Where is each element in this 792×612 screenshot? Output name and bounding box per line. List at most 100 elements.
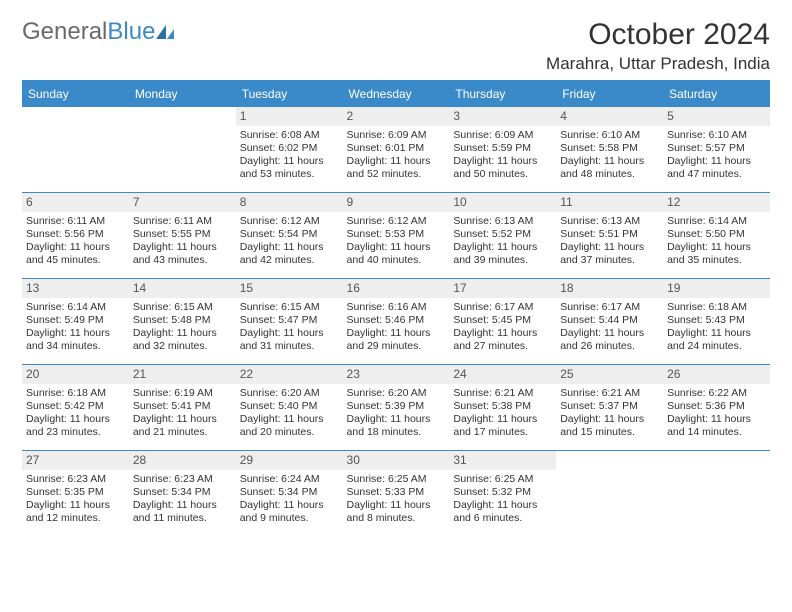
day-number: 31	[449, 451, 556, 470]
day-number: 8	[236, 193, 343, 212]
day-cell: 4 Sunrise: 6:10 AMSunset: 5:58 PMDaylight…	[556, 107, 663, 193]
logo-text-general: General	[22, 18, 107, 46]
daylight-text: Daylight: 11 hours	[560, 155, 659, 168]
day-cell: 1Sunrise: 6:08 AMSunset: 6:02 PMDaylight…	[236, 107, 343, 193]
sunset-text: Sunset: 5:36 PM	[667, 400, 766, 413]
day-number: 18	[556, 279, 663, 298]
daylight-text: and 39 minutes.	[453, 254, 552, 267]
day-header-row: Sunday Monday Tuesday Wednesday Thursday…	[22, 81, 770, 107]
sunset-text: Sunset: 5:40 PM	[240, 400, 339, 413]
daylight-text: and 17 minutes.	[453, 426, 552, 439]
sunset-text: Sunset: 5:51 PM	[560, 228, 659, 241]
sunset-text: Sunset: 5:37 PM	[560, 400, 659, 413]
day-number: 24	[449, 365, 556, 384]
title-block: October 2024 Marahra, Uttar Pradesh, Ind…	[546, 18, 770, 74]
day-cell: 31Sunrise: 6:25 AMSunset: 5:32 PMDayligh…	[449, 451, 556, 537]
sunrise-text: Sunrise: 6:18 AM	[667, 301, 766, 314]
week-row: 1Sunrise: 6:08 AMSunset: 6:02 PMDaylight…	[22, 107, 770, 193]
daylight-text: and 42 minutes.	[240, 254, 339, 267]
day-cell: 2Sunrise: 6:09 AMSunset: 6:01 PMDaylight…	[343, 107, 450, 193]
sunset-text: Sunset: 5:44 PM	[560, 314, 659, 327]
day-number: 10	[449, 193, 556, 212]
sunrise-text: Sunrise: 6:25 AM	[453, 473, 552, 486]
daylight-text: and 29 minutes.	[347, 340, 446, 353]
daylight-text: and 9 minutes.	[240, 512, 339, 525]
daylight-text: and 34 minutes.	[26, 340, 125, 353]
daylight-text: Daylight: 11 hours	[26, 413, 125, 426]
daylight-text: and 31 minutes.	[240, 340, 339, 353]
sunrise-text: Sunrise: 6:18 AM	[26, 387, 125, 400]
daylight-text: and 15 minutes.	[560, 426, 659, 439]
sunset-text: Sunset: 5:58 PM	[560, 142, 659, 155]
day-cell	[556, 451, 663, 537]
daylight-text: Daylight: 11 hours	[26, 241, 125, 254]
day-cell	[22, 107, 129, 193]
sunrise-text: Sunrise: 6:17 AM	[453, 301, 552, 314]
day-cell: 22Sunrise: 6:20 AMSunset: 5:40 PMDayligh…	[236, 365, 343, 451]
daylight-text: Daylight: 11 hours	[133, 327, 232, 340]
day-cell: 5Sunrise: 6:10 AMSunset: 5:57 PMDaylight…	[663, 107, 770, 193]
sunrise-text: Sunrise: 6:24 AM	[240, 473, 339, 486]
day-cell: 20 Sunrise: 6:18 AMSunset: 5:42 PMDayligh…	[22, 365, 129, 451]
day-header: Monday	[129, 81, 236, 107]
day-header: Sunday	[22, 81, 129, 107]
daylight-text: Daylight: 11 hours	[240, 327, 339, 340]
sunset-text: Sunset: 5:49 PM	[26, 314, 125, 327]
day-number: 25	[556, 365, 663, 384]
day-number: 9	[343, 193, 450, 212]
sunset-text: Sunset: 5:56 PM	[26, 228, 125, 241]
day-number: 21	[129, 365, 236, 384]
daylight-text: Daylight: 11 hours	[667, 155, 766, 168]
day-number: 17	[449, 279, 556, 298]
day-number: 29	[236, 451, 343, 470]
daylight-text: and 32 minutes.	[133, 340, 232, 353]
daylight-text: Daylight: 11 hours	[133, 413, 232, 426]
day-cell: 13Sunrise: 6:14 AMSunset: 5:49 PMDayligh…	[22, 279, 129, 365]
day-cell: 3Sunrise: 6:09 AMSunset: 5:59 PMDaylight…	[449, 107, 556, 193]
day-header: Friday	[556, 81, 663, 107]
sunset-text: Sunset: 6:02 PM	[240, 142, 339, 155]
sunrise-text: Sunrise: 6:20 AM	[240, 387, 339, 400]
logo: General Blue	[22, 18, 174, 46]
sunrise-text: Sunrise: 6:14 AM	[667, 215, 766, 228]
sunset-text: Sunset: 5:42 PM	[26, 400, 125, 413]
daylight-text: Daylight: 11 hours	[667, 327, 766, 340]
daylight-text: and 6 minutes.	[453, 512, 552, 525]
day-number: 20	[22, 365, 129, 384]
daylight-text: and 47 minutes.	[667, 168, 766, 181]
day-cell: 12Sunrise: 6:14 AMSunset: 5:50 PMDayligh…	[663, 193, 770, 279]
daylight-text: and 24 minutes.	[667, 340, 766, 353]
daylight-text: Daylight: 11 hours	[347, 327, 446, 340]
day-cell: 15Sunrise: 6:15 AMSunset: 5:47 PMDayligh…	[236, 279, 343, 365]
sunrise-text: Sunrise: 6:23 AM	[26, 473, 125, 486]
sunset-text: Sunset: 5:41 PM	[133, 400, 232, 413]
week-row: 27Sunrise: 6:23 AMSunset: 5:35 PMDayligh…	[22, 451, 770, 537]
sunset-text: Sunset: 5:55 PM	[133, 228, 232, 241]
day-cell: 27Sunrise: 6:23 AMSunset: 5:35 PMDayligh…	[22, 451, 129, 537]
day-cell: 8Sunrise: 6:12 AMSunset: 5:54 PMDaylight…	[236, 193, 343, 279]
day-cell: 17Sunrise: 6:17 AMSunset: 5:45 PMDayligh…	[449, 279, 556, 365]
day-cell: 26Sunrise: 6:22 AMSunset: 5:36 PMDayligh…	[663, 365, 770, 451]
daylight-text: and 26 minutes.	[560, 340, 659, 353]
sunrise-text: Sunrise: 6:17 AM	[560, 301, 659, 314]
sunrise-text: Sunrise: 6:22 AM	[667, 387, 766, 400]
daylight-text: Daylight: 11 hours	[26, 327, 125, 340]
day-number: 2	[343, 107, 450, 126]
day-number: 4	[556, 107, 663, 126]
logo-blue-text: Blue	[107, 18, 155, 46]
week-row: 6Sunrise: 6:11 AMSunset: 5:56 PMDaylight…	[22, 193, 770, 279]
day-cell: 19Sunrise: 6:18 AMSunset: 5:43 PMDayligh…	[663, 279, 770, 365]
day-cell	[129, 107, 236, 193]
daylight-text: Daylight: 11 hours	[347, 413, 446, 426]
daylight-text: Daylight: 11 hours	[453, 241, 552, 254]
daylight-text: and 53 minutes.	[240, 168, 339, 181]
daylight-text: and 45 minutes.	[26, 254, 125, 267]
week-row: 13Sunrise: 6:14 AMSunset: 5:49 PMDayligh…	[22, 279, 770, 365]
calendar-table: Sunday Monday Tuesday Wednesday Thursday…	[22, 80, 770, 537]
daylight-text: Daylight: 11 hours	[560, 241, 659, 254]
day-cell: 9Sunrise: 6:12 AMSunset: 5:53 PMDaylight…	[343, 193, 450, 279]
daylight-text: and 20 minutes.	[240, 426, 339, 439]
day-number: 11	[556, 193, 663, 212]
sunrise-text: Sunrise: 6:10 AM	[560, 129, 659, 142]
daylight-text: and 27 minutes.	[453, 340, 552, 353]
